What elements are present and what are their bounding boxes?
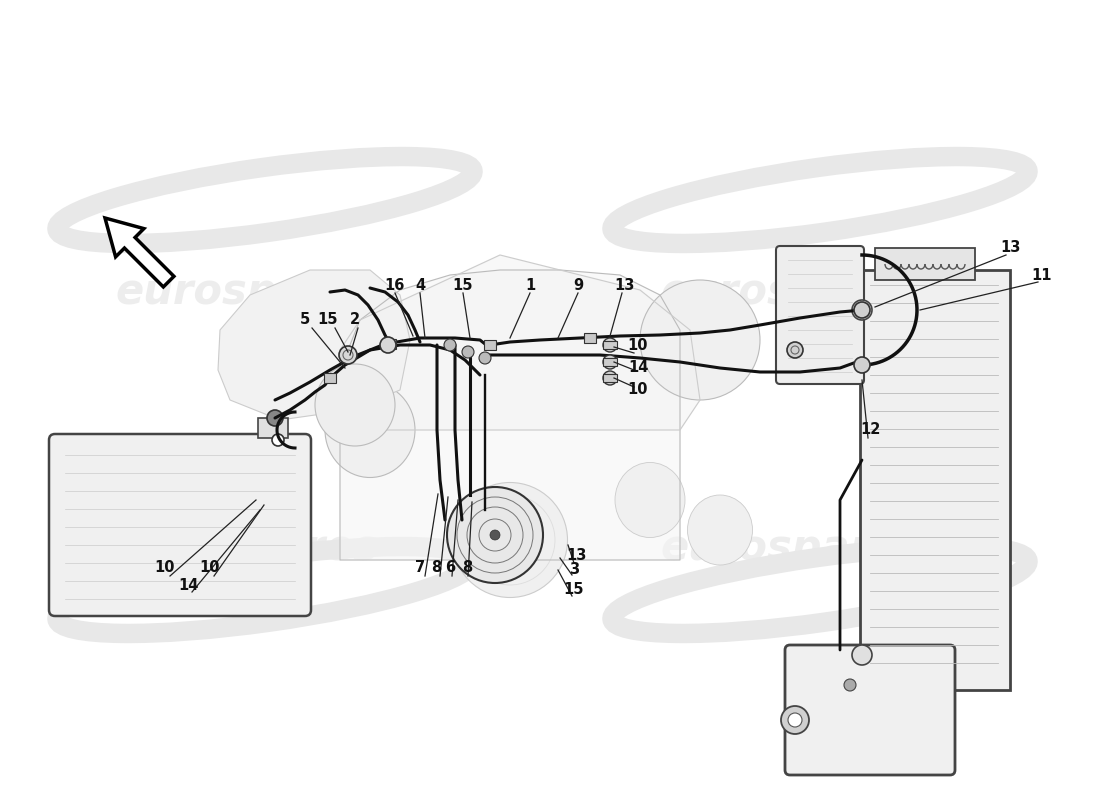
Text: 13: 13: [565, 547, 586, 562]
Text: 10: 10: [628, 338, 648, 353]
Text: eurospares: eurospares: [116, 527, 380, 569]
FancyBboxPatch shape: [50, 434, 311, 616]
Text: 15: 15: [318, 313, 339, 327]
Ellipse shape: [452, 482, 568, 598]
Text: 3: 3: [569, 562, 579, 578]
Text: eurospares: eurospares: [660, 271, 924, 313]
Text: eurospares: eurospares: [116, 271, 380, 313]
Ellipse shape: [324, 382, 415, 478]
Text: 9: 9: [573, 278, 583, 293]
Bar: [874, 248, 975, 280]
Polygon shape: [340, 255, 700, 430]
Text: 10: 10: [155, 561, 175, 575]
Text: 15: 15: [563, 582, 584, 598]
Text: 5: 5: [300, 313, 310, 327]
Circle shape: [478, 352, 491, 364]
Circle shape: [339, 346, 358, 364]
Text: 7: 7: [415, 561, 425, 575]
Bar: [384, 339, 396, 349]
Ellipse shape: [315, 364, 395, 446]
Text: 10: 10: [200, 561, 220, 575]
Bar: [484, 340, 496, 350]
Text: 6: 6: [444, 561, 455, 575]
Circle shape: [854, 302, 870, 318]
Ellipse shape: [615, 462, 685, 538]
Text: 12: 12: [860, 422, 880, 438]
Text: eurospares: eurospares: [660, 527, 924, 569]
Circle shape: [854, 357, 870, 373]
Circle shape: [852, 645, 872, 665]
Ellipse shape: [640, 280, 760, 400]
Circle shape: [781, 706, 808, 734]
Text: 13: 13: [1000, 241, 1020, 255]
Text: 16: 16: [385, 278, 405, 293]
Polygon shape: [104, 218, 174, 287]
Circle shape: [603, 355, 617, 369]
Text: 4: 4: [415, 278, 425, 293]
Circle shape: [272, 434, 284, 446]
Bar: [603, 374, 617, 382]
Circle shape: [844, 679, 856, 691]
Circle shape: [603, 371, 617, 385]
Text: 14: 14: [628, 361, 648, 375]
Polygon shape: [340, 270, 680, 560]
Bar: [258, 418, 288, 438]
Text: 2: 2: [350, 313, 360, 327]
Bar: [324, 373, 336, 383]
Text: 8: 8: [431, 561, 441, 575]
Circle shape: [490, 530, 500, 540]
Bar: [603, 358, 617, 366]
FancyBboxPatch shape: [785, 645, 955, 775]
Circle shape: [444, 339, 456, 351]
Text: 1: 1: [525, 278, 535, 293]
Text: 13: 13: [615, 278, 635, 293]
Circle shape: [447, 487, 543, 583]
Text: 15: 15: [453, 278, 473, 293]
Bar: [603, 341, 617, 349]
Text: 8: 8: [462, 561, 472, 575]
Circle shape: [379, 337, 396, 353]
Text: 14: 14: [178, 578, 198, 593]
Bar: [584, 333, 596, 343]
Ellipse shape: [688, 495, 752, 565]
FancyBboxPatch shape: [776, 246, 864, 384]
Circle shape: [786, 342, 803, 358]
Circle shape: [852, 300, 872, 320]
Text: 11: 11: [1032, 267, 1053, 282]
Circle shape: [603, 338, 617, 352]
Circle shape: [788, 713, 802, 727]
Text: 10: 10: [628, 382, 648, 398]
Circle shape: [462, 346, 474, 358]
Polygon shape: [218, 270, 410, 420]
Circle shape: [267, 410, 283, 426]
Bar: [860, 270, 1010, 690]
